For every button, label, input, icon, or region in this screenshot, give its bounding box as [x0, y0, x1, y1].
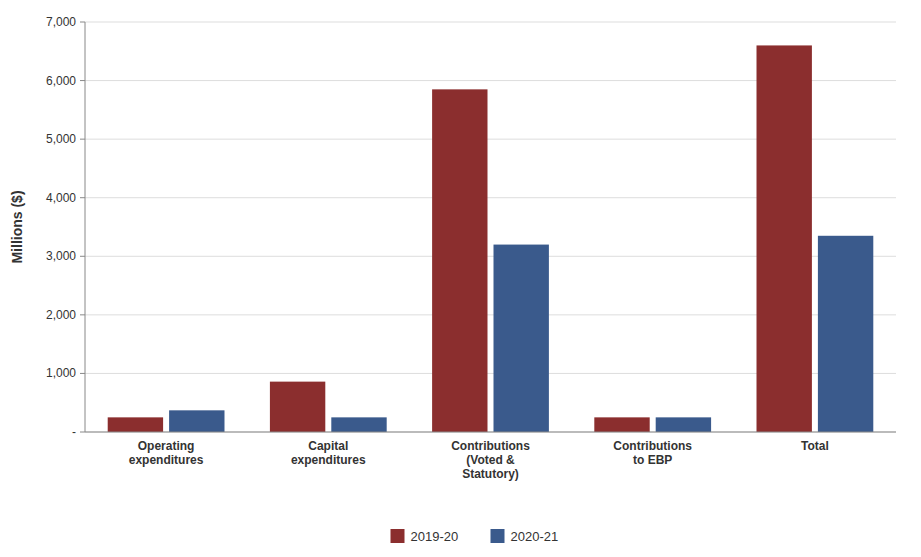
- bar: [331, 417, 386, 432]
- x-tick-label-line: Total: [801, 439, 829, 453]
- bar: [108, 417, 163, 432]
- x-tick-label-line: Contributions: [613, 439, 692, 453]
- x-tick-label-line: Capital: [308, 439, 348, 453]
- x-axis: OperatingexpendituresCapitalexpenditures…: [129, 439, 829, 481]
- y-tick-label: 6,000: [46, 74, 76, 88]
- y-tick-label: 5,000: [46, 132, 76, 146]
- y-tick-label: 2,000: [46, 308, 76, 322]
- chart-svg: - 1,000 2,000 3,000 4,000 5,000 6,000 7,000 Oper…: [0, 0, 921, 557]
- y-tick-label: -: [72, 425, 76, 439]
- x-tick-label-line: expenditures: [291, 453, 366, 467]
- y-tick-label: 7,000: [46, 15, 76, 29]
- bar: [432, 89, 487, 432]
- bars: [108, 45, 874, 432]
- y-tick: [80, 256, 85, 257]
- legend: 2019-20 2020-21: [391, 529, 559, 544]
- bar: [818, 236, 873, 432]
- x-tick-label-line: Statutory): [462, 467, 519, 481]
- x-tick-label-line: Contributions: [451, 439, 530, 453]
- y-tick-label: 4,000: [46, 191, 76, 205]
- bar: [270, 382, 325, 432]
- y-tick: [80, 80, 85, 81]
- x-tick-label: Capitalexpenditures: [291, 439, 366, 467]
- page: {"chart_data": {"type": "bar", "categori…: [0, 0, 921, 557]
- x-tick-label-line: (Voted &: [466, 453, 515, 467]
- x-tick-label: Contributions(Voted &Statutory): [451, 439, 530, 481]
- grid-line: [85, 22, 896, 23]
- bar: [757, 45, 812, 432]
- bar: [169, 410, 224, 432]
- grid: [85, 22, 896, 432]
- y-tick: [80, 197, 85, 198]
- legend-swatch: [391, 529, 405, 543]
- x-tick-label: Contributionsto EBP: [613, 439, 692, 467]
- legend-label: 2020-21: [511, 529, 559, 544]
- y-tick: [80, 432, 85, 433]
- y-tick-label: 3,000: [46, 249, 76, 263]
- y-axis-line: [85, 22, 86, 432]
- x-tick-label-line: to EBP: [633, 453, 672, 467]
- x-axis-line: [85, 432, 896, 433]
- x-tick-label: Operatingexpenditures: [129, 439, 204, 467]
- bar: [656, 417, 711, 432]
- bar: [494, 245, 549, 432]
- chart-container: - 1,000 2,000 3,000 4,000 5,000 6,000 7,000 Oper…: [0, 0, 921, 557]
- y-tick: [80, 22, 85, 23]
- x-tick-label-line: Operating: [138, 439, 195, 453]
- y-axis: - 1,000 2,000 3,000 4,000 5,000 6,000 7,000: [46, 15, 85, 439]
- y-tick: [80, 314, 85, 315]
- y-tick: [80, 373, 85, 374]
- legend-swatch: [491, 529, 505, 543]
- grid-line: [85, 432, 896, 433]
- x-tick-label-line: expenditures: [129, 453, 204, 467]
- y-tick-label: 1,000: [46, 366, 76, 380]
- y-axis-label: Millions ($): [9, 190, 25, 263]
- y-tick: [80, 139, 85, 140]
- legend-label: 2019-20: [411, 529, 459, 544]
- bar: [594, 417, 649, 432]
- x-tick-label: Total: [801, 439, 829, 453]
